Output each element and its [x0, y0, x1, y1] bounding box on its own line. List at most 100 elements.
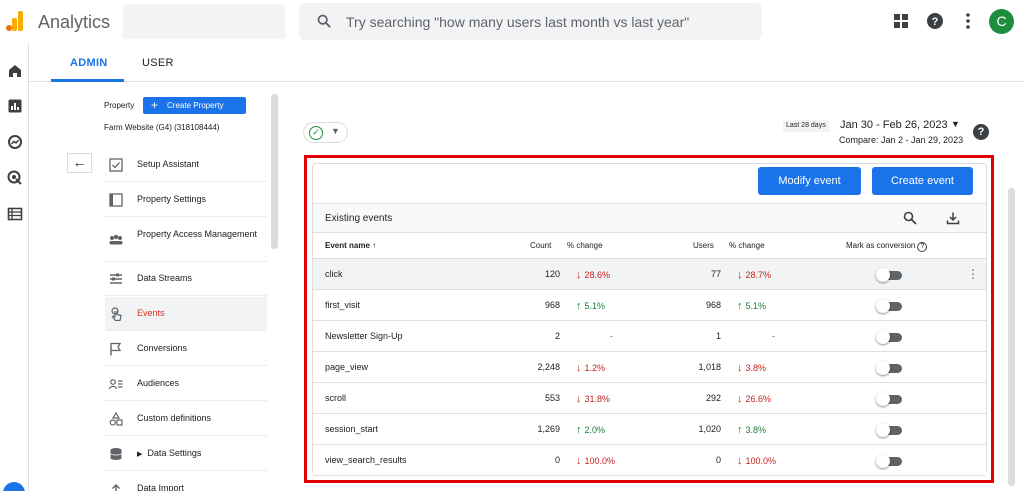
event-name-cell[interactable]: view_search_results — [325, 455, 407, 465]
search-icon[interactable] — [903, 211, 917, 225]
arrow-up-icon: ↑ — [737, 300, 743, 312]
menu-item-data-import[interactable]: Data Import — [105, 472, 267, 491]
col-event-name-label: Event name — [325, 241, 370, 250]
arrow-down-icon: ↓ — [737, 455, 743, 467]
conversion-toggle[interactable] — [876, 392, 904, 406]
date-dropdown-icon[interactable]: ▼ — [951, 119, 960, 129]
users-cell: 968 — [705, 300, 721, 310]
count-change-cell: ↓ 1.2% — [576, 362, 605, 374]
conversion-toggle[interactable] — [876, 423, 904, 437]
count-cell: 0 — [554, 455, 560, 465]
people-icon — [109, 234, 123, 245]
event-name-cell[interactable]: click — [325, 269, 343, 279]
event-name-cell[interactable]: page_view — [325, 362, 369, 372]
arrow-up-icon: ↑ — [737, 424, 743, 436]
toggle-track — [880, 364, 902, 373]
reports-icon[interactable] — [7, 98, 23, 114]
count-change-cell-value: 28.6% — [584, 270, 611, 280]
page-icon — [109, 193, 123, 207]
event-name-cell[interactable]: scroll — [325, 393, 347, 403]
col-mark-conversion[interactable]: Mark as conversion? — [846, 241, 928, 252]
table-row[interactable]: first_visit 968 968 ↑ 5.1% ↑ 5.1% — [313, 290, 986, 321]
back-arrow-button[interactable]: ← — [67, 153, 92, 173]
event-name-cell[interactable]: session_start — [325, 424, 379, 434]
avatar[interactable]: C — [989, 9, 1014, 34]
date-range-selector[interactable]: Jan 30 - Feb 26, 2023 — [840, 119, 948, 131]
toggle-track — [880, 457, 902, 466]
compare-range: Compare: Jan 2 - Jan 29, 2023 — [839, 135, 964, 145]
help-icon[interactable]: ? — [917, 242, 928, 252]
configure-icon[interactable] — [7, 206, 23, 222]
table-row[interactable]: view_search_results 0 0 ↓ 100.0% ↓ 100.0% — [313, 445, 986, 476]
count-cell: 2,248 — [537, 362, 560, 372]
table-row[interactable]: page_view 2,248 1,018 ↓ 1.2% ↓ 3.8% — [313, 352, 986, 383]
conversion-toggle[interactable] — [876, 454, 904, 468]
event-name-cell[interactable]: Newsletter Sign-Up — [325, 331, 403, 341]
count-change-cell-value: 100.0% — [584, 456, 616, 466]
table-row[interactable]: Newsletter Sign-Up 2 1 - - — [313, 321, 986, 352]
col-event-name[interactable]: Event name ↑ — [325, 241, 376, 250]
col-users-change[interactable]: % change — [729, 241, 765, 250]
apps-grid-icon[interactable] — [891, 11, 911, 31]
arrow-down-icon: ↓ — [576, 455, 582, 467]
status-filter-chip[interactable]: ✓ ▼ — [303, 122, 348, 143]
conversion-toggle[interactable] — [876, 268, 904, 282]
users-change-cell-value: 28.7% — [745, 270, 772, 280]
toggle-track — [880, 271, 902, 280]
count-change-cell-value: 2.0% — [584, 425, 606, 435]
menu-item-custom-definitions[interactable]: Custom definitions — [105, 402, 267, 436]
content-scrollbar[interactable] — [1008, 188, 1015, 486]
menu-item-property-access[interactable]: Property Access Management — [105, 218, 267, 262]
menu-item-property-settings[interactable]: Property Settings — [105, 183, 267, 217]
property-name[interactable]: Farm Website (G4) (318108444) — [104, 123, 220, 132]
col-count[interactable]: Count — [530, 241, 552, 250]
property-label: Property — [104, 101, 135, 110]
users-change-cell-value: 3.8% — [745, 425, 767, 435]
col-count-change[interactable]: % change — [567, 241, 603, 250]
analytics-logo-icon[interactable] — [6, 11, 24, 31]
tab-user[interactable]: USER — [142, 57, 174, 69]
explore-icon[interactable] — [7, 134, 23, 150]
create-property-button[interactable]: + Create Property — [143, 97, 246, 114]
table-toolbar: Existing events — [313, 203, 986, 233]
table-row[interactable]: session_start 1,269 1,020 ↑ 2.0% ↑ 3.8% — [313, 414, 986, 445]
create-property-label: Create Property — [167, 101, 224, 110]
conversion-toggle[interactable] — [876, 361, 904, 375]
menu-item-events[interactable]: Events — [105, 297, 267, 331]
conversion-toggle[interactable] — [876, 299, 904, 313]
page-help-icon[interactable]: ? — [973, 124, 989, 140]
help-icon[interactable]: ? — [925, 11, 945, 31]
menu-item-audiences[interactable]: Audiences — [105, 367, 267, 401]
property-column-scrollbar[interactable] — [271, 94, 278, 249]
account-selector[interactable] — [123, 4, 285, 39]
row-more-vert-icon[interactable]: ⋮ — [967, 267, 979, 281]
menu-item-text: Data Settings — [147, 448, 202, 458]
menu-item-setup-assistant[interactable]: Setup Assistant — [105, 148, 267, 182]
tab-admin[interactable]: ADMIN — [70, 57, 108, 69]
table-header: Event name ↑ Count % change Users % chan… — [313, 234, 986, 259]
caret-right-icon: ▶ — [137, 451, 143, 458]
table-row[interactable]: scroll 553 292 ↓ 31.8% ↓ 26.6% — [313, 383, 986, 414]
advertising-icon[interactable] — [7, 170, 23, 186]
search-bar[interactable]: Try searching "how many users last month… — [299, 3, 762, 40]
more-vert-icon[interactable] — [958, 11, 978, 31]
menu-item-label: ▶ Data Settings — [137, 448, 201, 460]
toggle-knob — [876, 361, 890, 375]
menu-item-data-streams[interactable]: Data Streams — [105, 262, 267, 296]
col-mark-conversion-label: Mark as conversion — [846, 241, 916, 250]
toggle-knob — [876, 423, 890, 437]
home-icon[interactable] — [7, 63, 23, 79]
app-title[interactable]: Analytics — [38, 12, 111, 32]
table-row[interactable]: click 120 77 ↓ 28.6% ↓ 28.7% ⋮ — [313, 259, 986, 290]
users-change-cell-value: 26.6% — [745, 394, 772, 404]
col-users[interactable]: Users — [693, 241, 714, 250]
event-name-cell[interactable]: first_visit — [325, 300, 361, 310]
count-change-cell: ↓ 28.6% — [576, 269, 610, 281]
admin-fab-button[interactable] — [3, 482, 25, 491]
conversion-toggle[interactable] — [876, 330, 904, 344]
menu-item-conversions[interactable]: Conversions — [105, 332, 267, 366]
create-event-button[interactable]: Create event — [872, 167, 973, 195]
download-icon[interactable] — [946, 211, 960, 225]
menu-item-data-settings[interactable]: ▶ Data Settings — [105, 437, 267, 471]
modify-event-button[interactable]: Modify event — [758, 167, 861, 195]
